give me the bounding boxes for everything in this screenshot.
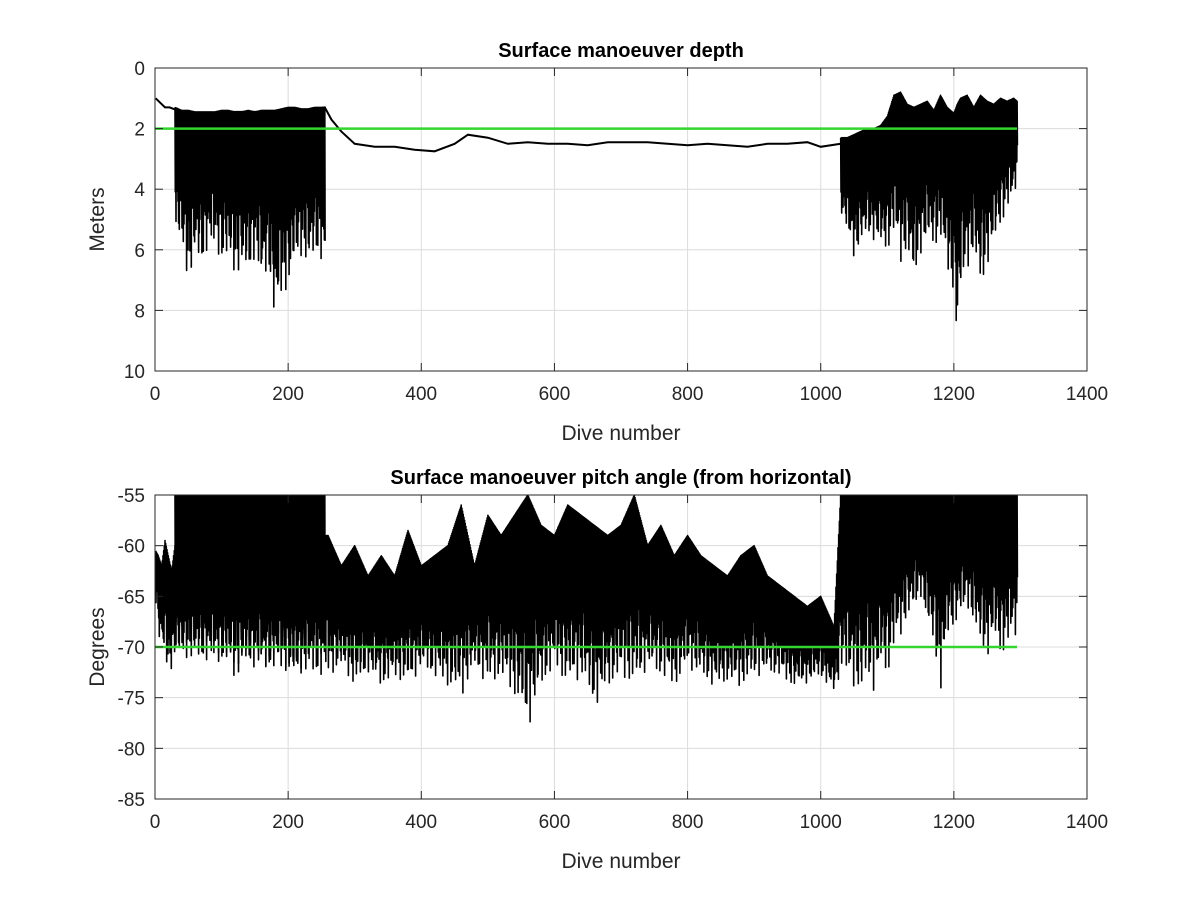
depth-data [155,91,1019,322]
pitch-x-axis-label: Dive number [561,850,680,873]
pitch-x-tick-label: 400 [405,812,437,833]
depth-series-envelope [839,91,1019,322]
pitch-y-tick-label: -85 [118,790,145,811]
pitch-y-tick-label: -75 [118,689,145,710]
depth-x-axis-label: Dive number [561,422,680,445]
pitch-panel: 0 200 400 600 800 1000 1200 1400 -55 -60 -65 -70 -75… [86,467,1108,873]
depth-y-tick-label: 10 [124,362,145,383]
pitch-x-tick-label: 800 [672,812,704,833]
pitch-x-tick-label: 0 [150,812,161,833]
depth-y-tick-label: 6 [134,241,145,262]
pitch-data [155,495,1019,723]
depth-x-tick-label: 1200 [933,384,975,405]
pitch-x-tick-label: 600 [539,812,571,833]
depth-x-tick-label: 1000 [800,384,842,405]
pitch-x-tick-label: 1400 [1066,812,1108,833]
depth-plot-frame [154,67,1088,372]
depth-x-tick-label: 0 [150,384,161,405]
pitch-title: Surface manoeuver pitch angle (from hori… [390,467,851,489]
depth-x-tick-label: 1400 [1066,384,1108,405]
depth-x-tick-label: 800 [672,384,704,405]
pitch-y-tick-label: -60 [118,537,145,558]
pitch-y-tick-label: -65 [118,587,145,608]
depth-y-tick-label: 0 [134,59,145,80]
pitch-x-tick-label: 1000 [800,812,842,833]
pitch-x-tick-label: 200 [272,812,304,833]
depth-x-tick-label: 400 [405,384,437,405]
pitch-series-group [155,495,1019,723]
pitch-series-envelope [174,495,326,677]
pitch-y-tick-label: -70 [118,638,145,659]
pitch-x-tick-label: 1200 [933,812,975,833]
pitch-y-axis-label: Degrees [86,607,109,686]
depth-panel: 0 200 400 600 800 1000 1200 1400 0 2 4 6 8 10 Surface… [86,40,1108,445]
depth-y-axis-label: Meters [86,187,109,251]
depth-series-envelope [174,106,326,308]
depth-x-tick-label: 200 [272,384,304,405]
pitch-y-tick-label: -80 [118,739,145,760]
depth-series-group [155,91,1019,322]
pitch-series-envelope [839,495,1019,691]
depth-y-tick-label: 8 [134,301,145,322]
pitch-y-tick-label: -55 [118,486,145,507]
depth-x-tick-label: 600 [539,384,571,405]
depth-y-tick-label: 4 [134,180,145,201]
depth-ticks: 0 200 400 600 800 1000 1200 1400 0 2 4 6 8 10 [124,59,1108,405]
depth-y-tick-label: 2 [134,120,145,141]
pitch-ticks: 0 200 400 600 800 1000 1200 1400 -55 -60 -65 -70 -75… [118,486,1109,833]
depth-title: Surface manoeuver depth [498,40,744,62]
